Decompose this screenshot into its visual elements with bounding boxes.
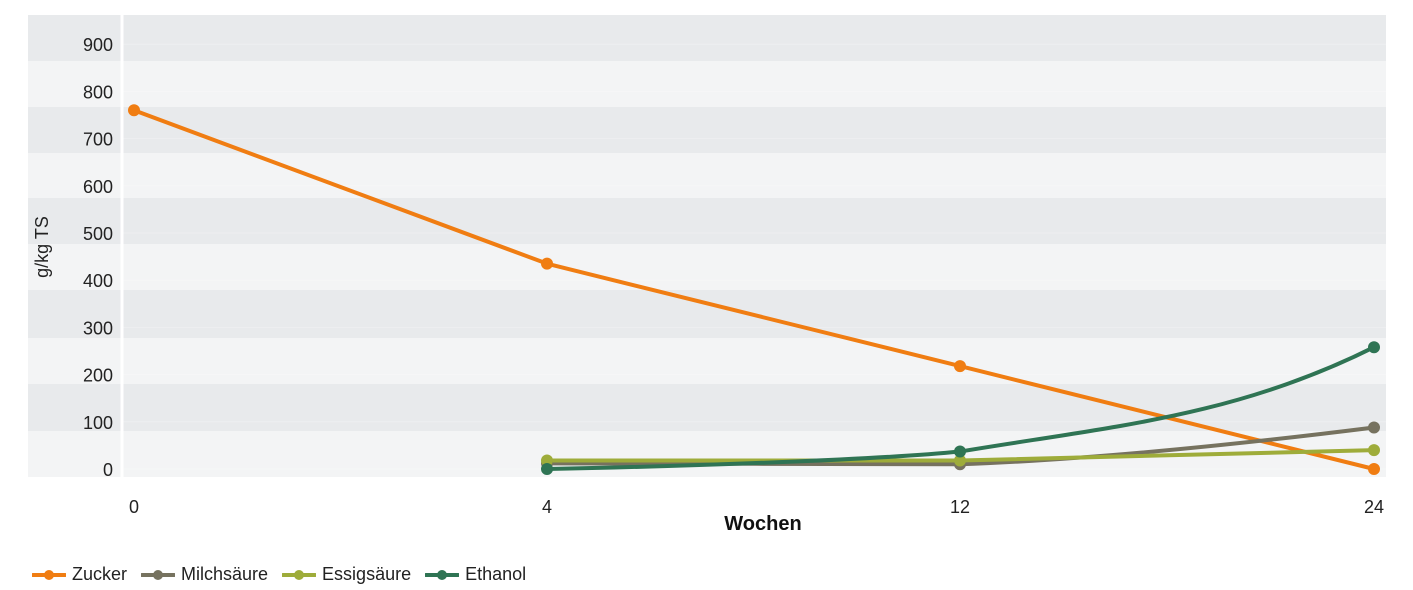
legend-label-essigsaeure: Essigsäure	[322, 564, 412, 584]
legend-swatch-milchsaeure	[141, 569, 176, 580]
legend-swatch-essigsaeure	[282, 569, 317, 580]
legend-swatch-zucker	[32, 569, 66, 580]
legend-label-ethanol: Ethanol	[465, 564, 527, 584]
x-tick-label: 4	[542, 497, 552, 517]
y-tick-label: 100	[83, 413, 113, 433]
x-tick-label: 12	[950, 497, 970, 517]
background-band	[28, 198, 1386, 244]
data-point-zucker	[128, 104, 140, 117]
background-band	[28, 153, 1386, 198]
data-point-milchsäure	[1368, 421, 1380, 434]
y-tick-label: 700	[83, 130, 113, 150]
data-point-essigsäure	[1368, 444, 1380, 457]
background-band	[28, 244, 1386, 290]
background-band	[28, 338, 1386, 384]
data-point-ethanol	[1368, 341, 1380, 354]
legend-item-zucker: Zucker	[32, 564, 127, 585]
y-tick-label: 400	[83, 271, 113, 291]
y-tick-label: 500	[83, 224, 113, 244]
legend: Zucker Milchsäure Essigsäure Ethanol	[32, 564, 526, 585]
x-axis-title: Wochen	[724, 513, 801, 535]
background-band	[28, 61, 1386, 107]
legend-label-zucker: Zucker	[72, 564, 128, 584]
y-tick-label: 800	[83, 82, 113, 102]
x-tick-label: 24	[1364, 497, 1384, 517]
background-band	[28, 15, 1386, 61]
background-band	[28, 384, 1386, 431]
data-point-ethanol	[954, 445, 966, 458]
y-axis-title: g/kg TS	[32, 216, 52, 278]
legend-item-essigsaeure: Essigsäure	[282, 564, 411, 585]
x-axis-ticks: 0 4 12 24	[129, 497, 1384, 517]
data-point-zucker	[1368, 463, 1380, 475]
y-axis-ticks: 0 100 200 300 400 500 600 700 800 900	[83, 35, 113, 480]
series-points	[128, 104, 1380, 475]
data-point-zucker	[541, 257, 553, 270]
background-band	[28, 107, 1386, 153]
legend-item-milchsaeure: Milchsäure	[141, 564, 268, 585]
legend-swatch-ethanol	[425, 569, 460, 580]
x-tick-label: 0	[129, 497, 139, 517]
legend-item-ethanol: Ethanol	[425, 564, 526, 585]
data-point-ethanol	[541, 463, 553, 475]
background-band	[28, 290, 1386, 338]
data-point-zucker	[954, 360, 966, 373]
legend-label-milchsaeure: Milchsäure	[181, 564, 269, 584]
y-tick-label: 600	[83, 177, 113, 197]
y-tick-label: 0	[103, 460, 113, 480]
y-tick-label: 300	[83, 318, 113, 338]
y-tick-label: 900	[83, 35, 113, 55]
y-tick-label: 200	[83, 366, 113, 386]
background-bands	[28, 15, 1386, 477]
